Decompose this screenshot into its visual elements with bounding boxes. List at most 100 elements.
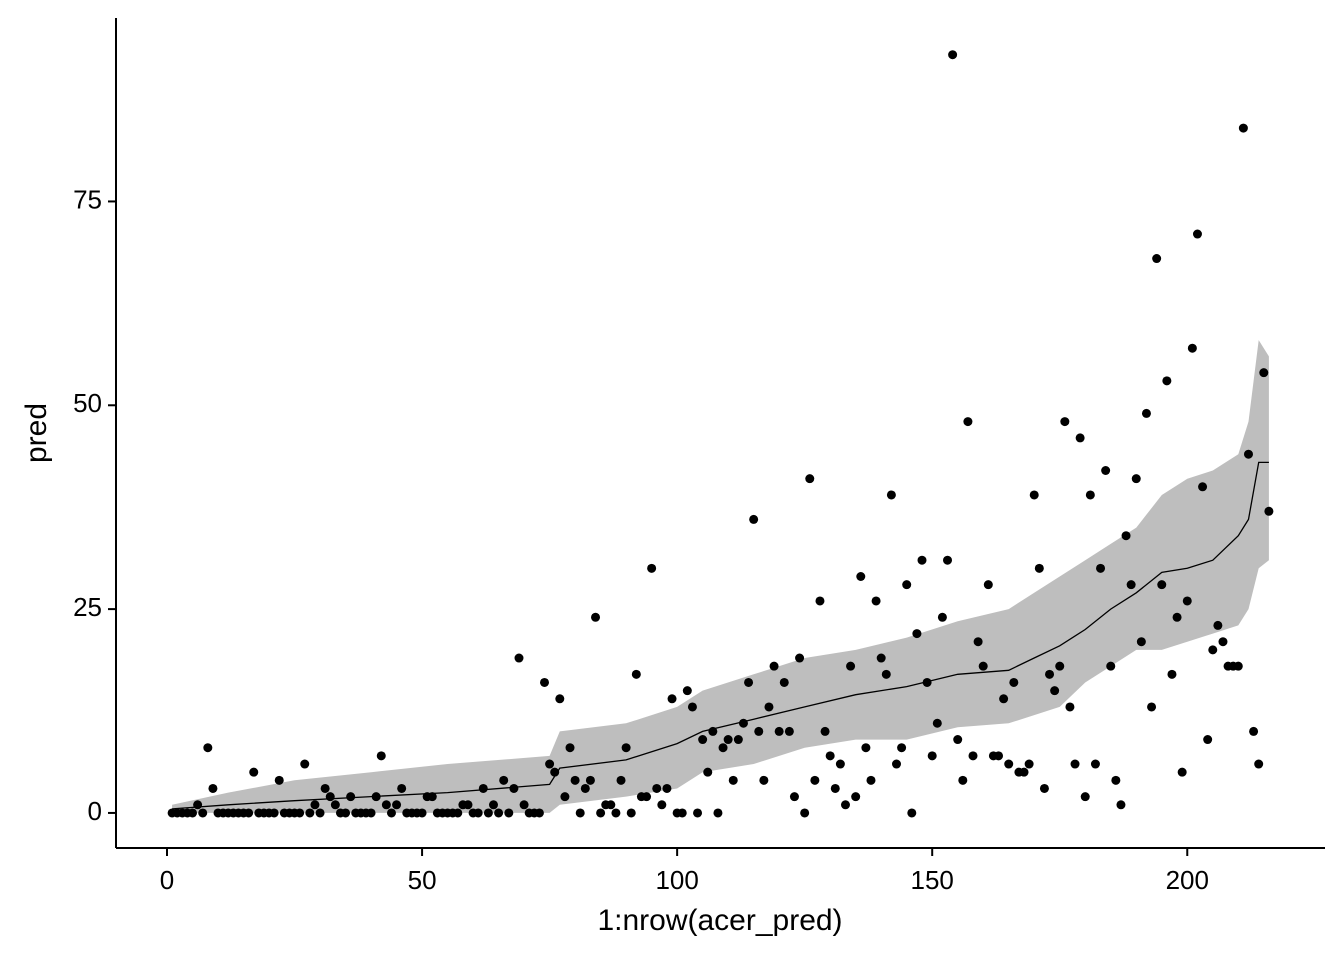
point — [1060, 417, 1070, 427]
point — [249, 767, 259, 777]
point — [1039, 783, 1049, 793]
point — [626, 808, 636, 818]
point — [733, 735, 743, 745]
point — [540, 677, 550, 687]
fit-line — [172, 461, 1269, 810]
point — [611, 808, 621, 818]
point — [886, 490, 896, 500]
point — [871, 596, 881, 606]
y-tick-label: 0 — [88, 796, 102, 826]
point — [371, 792, 381, 802]
point — [1259, 368, 1269, 378]
point — [381, 800, 391, 810]
point — [300, 759, 310, 769]
point — [397, 783, 407, 793]
point — [963, 417, 973, 427]
point — [341, 808, 351, 818]
point — [657, 800, 667, 810]
point — [953, 735, 963, 745]
point — [198, 808, 208, 818]
point — [1096, 563, 1106, 573]
point — [937, 612, 947, 622]
point — [244, 808, 254, 818]
point — [621, 743, 631, 753]
point — [1065, 702, 1075, 712]
point — [320, 783, 330, 793]
point — [789, 792, 799, 802]
point — [902, 580, 912, 590]
point — [652, 783, 662, 793]
point — [703, 767, 713, 777]
point — [1152, 254, 1162, 264]
point — [1034, 563, 1044, 573]
point — [1009, 677, 1019, 687]
point — [779, 677, 789, 687]
point — [1055, 661, 1065, 671]
point — [1126, 580, 1136, 590]
point — [805, 474, 815, 484]
point — [1029, 490, 1039, 500]
point — [682, 686, 692, 696]
point — [305, 808, 315, 818]
point — [585, 775, 595, 785]
point — [427, 792, 437, 802]
point — [754, 726, 764, 736]
point — [188, 808, 198, 818]
point — [473, 808, 483, 818]
point — [728, 775, 738, 785]
point — [1090, 759, 1100, 769]
point — [1203, 735, 1213, 745]
point — [478, 783, 488, 793]
point — [616, 775, 626, 785]
point — [1182, 596, 1192, 606]
point — [769, 661, 779, 671]
point — [580, 783, 590, 793]
point — [1177, 767, 1187, 777]
point — [1101, 466, 1111, 476]
point — [851, 792, 861, 802]
point — [708, 726, 718, 736]
point — [815, 596, 825, 606]
point — [203, 743, 213, 753]
point — [1141, 408, 1151, 418]
point — [994, 751, 1004, 761]
point — [1045, 669, 1055, 679]
point — [958, 775, 968, 785]
point — [856, 571, 866, 581]
point — [1254, 759, 1264, 769]
point — [366, 808, 376, 818]
point — [917, 555, 927, 565]
point — [330, 800, 340, 810]
point — [488, 800, 498, 810]
point — [764, 702, 774, 712]
point — [1111, 775, 1121, 785]
point — [1213, 620, 1223, 630]
point — [891, 759, 901, 769]
point — [1116, 800, 1126, 810]
point — [545, 759, 555, 769]
point — [943, 555, 953, 565]
point — [825, 751, 835, 761]
point — [1050, 686, 1060, 696]
point — [453, 808, 463, 818]
point — [642, 792, 652, 802]
point — [575, 808, 585, 818]
point — [1192, 229, 1202, 239]
point — [932, 718, 942, 728]
point — [1157, 580, 1167, 590]
y-axis-title: pred — [20, 403, 53, 463]
point — [1167, 669, 1177, 679]
point — [1131, 474, 1141, 484]
point — [662, 783, 672, 793]
point — [800, 808, 810, 818]
point — [948, 50, 958, 60]
point — [723, 735, 733, 745]
x-tick-label: 100 — [655, 865, 698, 895]
point — [759, 775, 769, 785]
point — [693, 808, 703, 818]
point — [1080, 792, 1090, 802]
point — [514, 653, 524, 663]
point — [1024, 759, 1034, 769]
point — [820, 726, 830, 736]
